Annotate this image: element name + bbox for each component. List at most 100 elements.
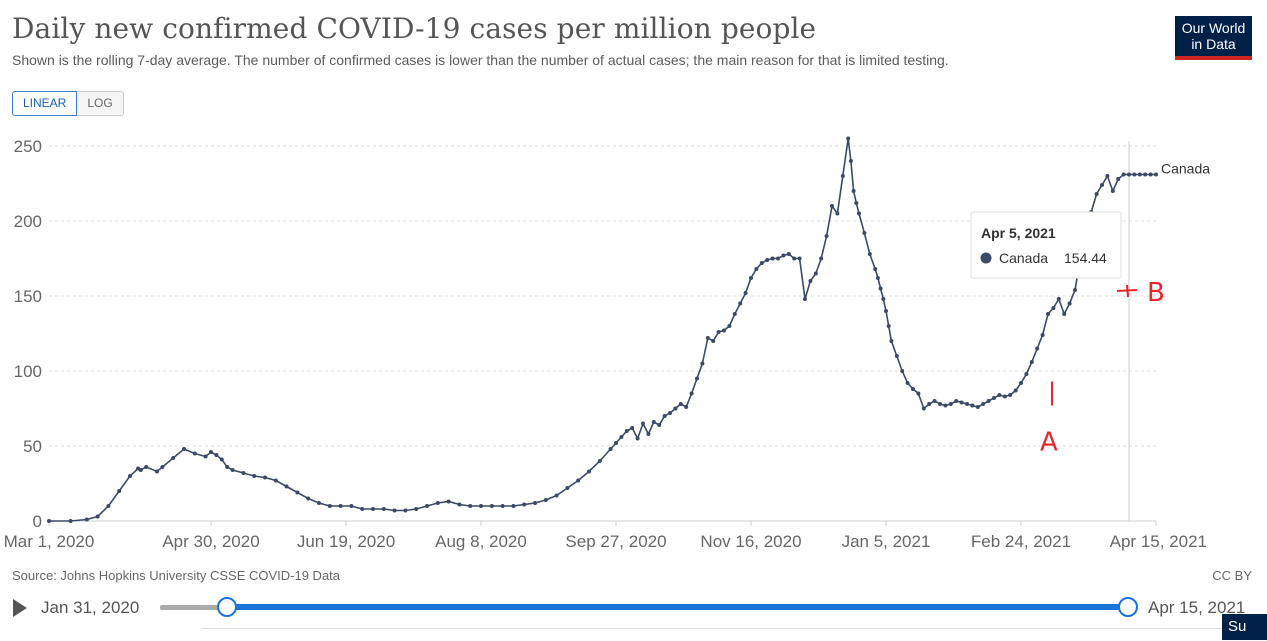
data-point — [867, 252, 872, 256]
data-point — [857, 211, 861, 216]
data-point — [662, 414, 667, 418]
data-point — [873, 267, 878, 271]
data-point — [722, 328, 726, 333]
data-point — [219, 457, 224, 462]
data-point — [381, 507, 386, 511]
data-point — [554, 493, 559, 498]
data-point — [997, 393, 1002, 397]
timeline-track-inactive[interactable] — [160, 605, 228, 610]
data-point — [446, 499, 451, 504]
x-axis-ticks: Mar 1, 2020 Apr 30, 2020 Jun 19, 2020 Aug 8… — [4, 521, 1207, 551]
data-point — [754, 267, 759, 271]
annotation-tick-b — [1126, 284, 1129, 298]
data-point — [819, 256, 824, 261]
data-point — [214, 453, 219, 457]
data-point — [813, 271, 818, 276]
data-point — [862, 231, 867, 235]
data-point — [338, 504, 343, 508]
data-point — [317, 501, 321, 505]
data-point — [403, 508, 408, 513]
data-point — [68, 519, 73, 523]
data-point — [646, 432, 651, 436]
play-icon[interactable] — [13, 599, 27, 617]
data-point — [948, 402, 953, 406]
data-point — [1127, 172, 1131, 177]
data-point — [1105, 174, 1110, 178]
timeline-end-date: Apr 15, 2021 — [1148, 598, 1246, 617]
data-point — [182, 447, 186, 451]
tooltip-series-dot — [980, 252, 992, 264]
data-point — [284, 484, 289, 489]
y-tick-label: 150 — [14, 287, 42, 306]
line-chart[interactable]: 0 50 100 150 200 250 Mar 1, 2020 Apr 30, 2020 J… — [0, 120, 1267, 560]
data-point — [1073, 288, 1077, 292]
x-tick-label: Jan 5, 2021 — [842, 532, 931, 551]
timeline-start-handle[interactable] — [217, 597, 237, 617]
series-points — [47, 136, 1158, 523]
data-point — [1067, 301, 1072, 306]
data-point — [1035, 346, 1040, 351]
data-point — [786, 252, 791, 256]
data-point — [1110, 189, 1115, 193]
data-point — [414, 507, 419, 511]
timeline-end-handle[interactable] — [1118, 597, 1138, 617]
data-point — [1137, 172, 1142, 177]
x-tick-label: Nov 16, 2020 — [700, 532, 801, 551]
data-point — [992, 396, 996, 400]
data-point — [1024, 372, 1029, 376]
data-point — [932, 399, 937, 403]
linear-scale-button[interactable]: LINEAR — [12, 91, 78, 116]
data-point — [678, 402, 683, 406]
timeline-track-selected[interactable] — [228, 604, 1128, 610]
data-point — [911, 387, 915, 391]
data-point — [1040, 333, 1045, 337]
data-point — [84, 517, 89, 522]
data-point — [716, 330, 721, 334]
timeline: Jan 31, 2020 Apr 15, 2021 — [0, 592, 1267, 640]
data-point — [457, 502, 462, 507]
data-point — [241, 471, 246, 475]
data-point — [160, 465, 165, 469]
data-point — [635, 436, 640, 441]
x-tick-label: Apr 30, 2020 — [162, 532, 259, 551]
tooltip-value: 154.44 — [1064, 250, 1107, 266]
data-point — [803, 297, 807, 301]
data-point — [854, 201, 859, 205]
data-point — [727, 324, 732, 328]
tooltip-date: Apr 5, 2021 — [981, 225, 1056, 241]
annotation-label-a: A — [1040, 428, 1058, 458]
data-point — [695, 376, 699, 381]
data-point — [608, 447, 613, 451]
data-point — [1132, 172, 1137, 177]
data-point — [500, 504, 505, 508]
source-note: Source: Johns Hopkins University CSSE CO… — [12, 568, 341, 583]
data-point — [1046, 312, 1050, 316]
logo-line-2: in Data — [1191, 36, 1236, 52]
data-point — [668, 411, 672, 415]
share-button[interactable]: Su — [1222, 614, 1267, 640]
data-point — [894, 354, 899, 358]
log-scale-button[interactable]: LOG — [77, 91, 124, 116]
data-point — [128, 474, 132, 478]
data-point — [689, 391, 694, 396]
y-tick-label: 250 — [14, 137, 42, 156]
data-point — [881, 297, 886, 301]
logo-line-1: Our World — [1181, 20, 1246, 36]
tooltip-box — [970, 211, 1122, 279]
data-point — [349, 504, 354, 508]
y-tick-label: 200 — [14, 212, 42, 231]
owid-logo[interactable]: Our World in Data — [1175, 16, 1252, 60]
timeline-start-date: Jan 31, 2020 — [41, 598, 140, 617]
annotation-label-b: B — [1147, 278, 1165, 308]
y-tick-label: 0 — [33, 512, 42, 531]
data-point — [587, 469, 591, 474]
data-point — [770, 256, 775, 261]
data-point — [986, 399, 991, 403]
license-link[interactable]: CC BY — [1212, 568, 1252, 583]
data-point — [209, 450, 213, 454]
data-point — [749, 276, 753, 280]
data-point — [230, 468, 235, 472]
data-point — [824, 234, 829, 238]
data-point — [840, 174, 845, 178]
logo-bar — [1175, 56, 1252, 60]
